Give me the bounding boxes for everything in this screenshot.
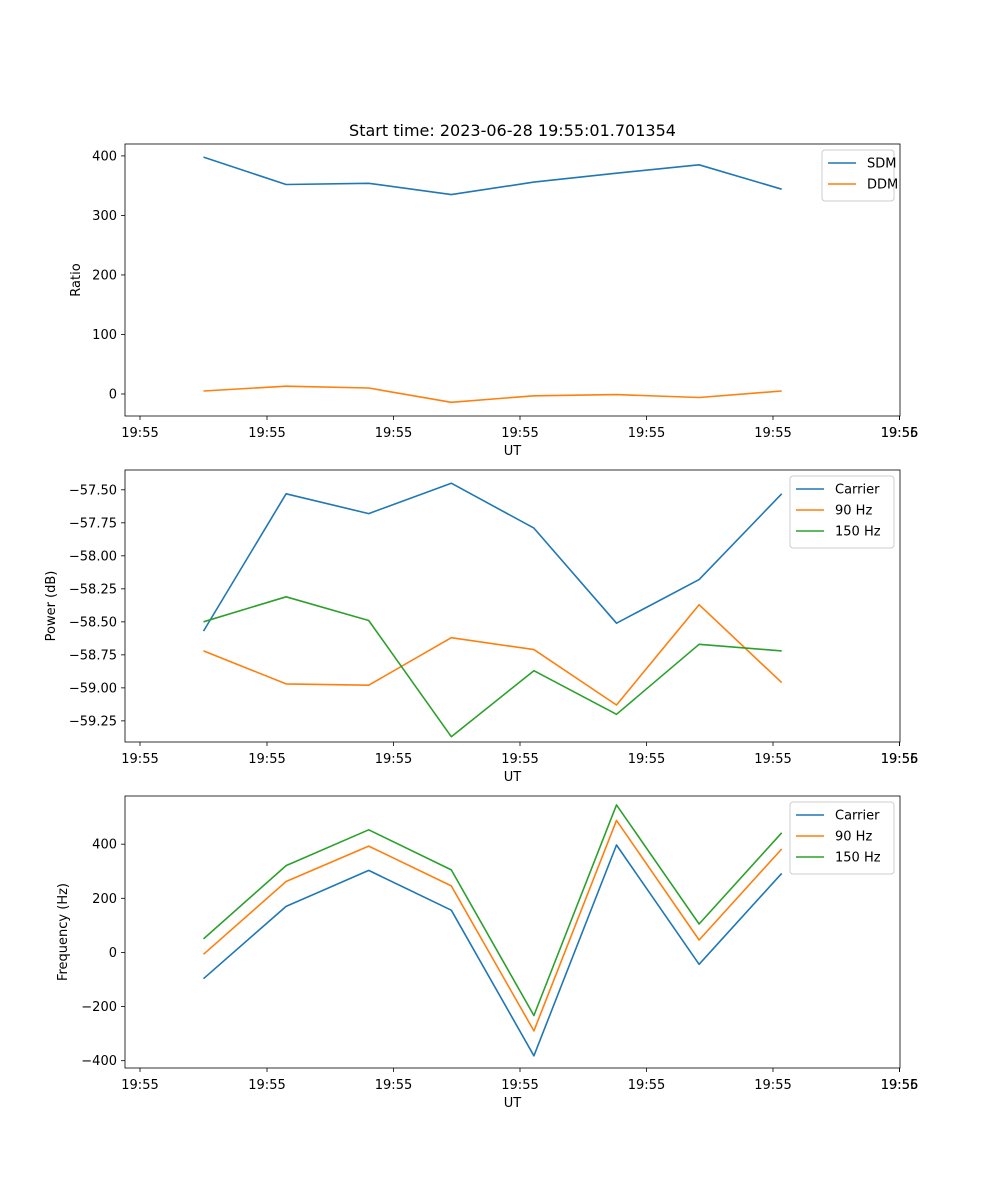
axes-frame — [124, 469, 901, 743]
y-tick-label: 400 — [92, 838, 117, 853]
x-tick-label: 19:55 — [248, 752, 285, 767]
y-tick-label: −59.00 — [69, 681, 117, 696]
x-axis-label: UT — [504, 1096, 522, 1111]
y-tick-label: 300 — [92, 209, 117, 224]
x-tick-label: 19:55 — [248, 426, 285, 441]
series-line-sdm — [203, 156, 782, 196]
y-tick-label: −59.25 — [69, 714, 117, 729]
axes-frame — [124, 143, 901, 417]
y-tick-label: 0 — [109, 387, 117, 402]
x-tick-label: 19:55 — [375, 752, 412, 767]
series-line-150-hz — [202, 804, 783, 1017]
x-tick-label: 19:55 — [121, 1078, 158, 1093]
x-tick-label: 19:55 — [375, 426, 412, 441]
chart-2: 19:55 19:55 19:55 19:55 19:55 19:55 19:5519:56… — [44, 469, 918, 785]
x-tick-label: 19:55 — [881, 426, 918, 441]
series-line-carrier — [202, 844, 783, 1057]
x-tick-label: 19:55 — [754, 752, 791, 767]
y-tick-label: −58.50 — [69, 615, 117, 630]
x-axis-label: UT — [504, 444, 522, 459]
series-line-90-hz — [203, 603, 783, 706]
x-tick-label: 19:55 — [121, 426, 158, 441]
legend-label: Carrier — [835, 809, 880, 824]
legend-box — [789, 801, 895, 875]
x-tick-label: 19:55 — [501, 1078, 538, 1093]
y-axis-label: Frequency (Hz) — [56, 883, 71, 981]
y-tick-label: −400 — [81, 1054, 117, 1069]
y-tick-label: −58.75 — [69, 648, 117, 663]
series-line-90-hz — [202, 819, 783, 1032]
y-tick-label: 200 — [92, 268, 117, 283]
x-axis-label: UT — [504, 770, 522, 785]
chart-1: 19:55 19:55 19:55 19:55 19:55 19:55 19:5519:56… — [69, 143, 918, 459]
y-tick-label: −58.00 — [69, 549, 117, 564]
x-tick-label: 19:55 — [501, 752, 538, 767]
legend-label: 90 Hz — [835, 830, 872, 845]
axes-frame — [124, 795, 901, 1069]
x-tick-label: 19:55 — [375, 1078, 412, 1093]
x-tick-label: 19:55 — [501, 426, 538, 441]
x-tick-label: 19:55 — [628, 426, 665, 441]
figure-title: Start time: 2023-06-28 19:55:01.701354 — [349, 121, 676, 140]
y-axis-label: Ratio — [69, 263, 84, 296]
y-tick-label: 400 — [92, 149, 117, 164]
legend-label: 90 Hz — [835, 504, 872, 519]
series-line-150-hz — [203, 595, 782, 738]
legend-label: Carrier — [835, 483, 880, 498]
x-tick-label: 19:55 — [628, 752, 665, 767]
series-line-carrier — [202, 482, 783, 632]
legend: SDM DDM — [821, 149, 898, 202]
x-tick-label: 19:55 — [881, 1078, 918, 1093]
plots-group: 19:55 19:55 19:55 19:55 19:55 19:55 19:5519:56… — [44, 143, 918, 1111]
x-tick-label: 19:55 — [248, 1078, 285, 1093]
legend: Carrier 90 Hz 150 Hz — [789, 475, 895, 549]
y-tick-label: −57.75 — [69, 516, 117, 531]
x-tick-label: 19:56 — [881, 752, 918, 767]
legend: Carrier 90 Hz 150 Hz — [789, 801, 895, 875]
y-tick-label: 0 — [109, 946, 117, 961]
legend-label: DDM — [867, 178, 898, 193]
legend-label: 150 Hz — [835, 851, 881, 866]
y-tick-label: 200 — [92, 892, 117, 907]
y-tick-label: −200 — [81, 1000, 117, 1015]
x-tick-label: 19:56 — [881, 426, 918, 441]
x-tick-label: 19:55 — [121, 752, 158, 767]
series-line-ddm — [203, 385, 782, 404]
x-tick-label: 19:55 — [628, 1078, 665, 1093]
legend-label: 150 Hz — [835, 525, 881, 540]
chart-3: 19:55 19:55 19:55 19:55 19:55 19:55 19:5519:56… — [56, 795, 918, 1111]
legend-box — [789, 475, 895, 549]
x-tick-label: 19:55 — [754, 1078, 791, 1093]
x-tick-label: 19:55 — [754, 426, 791, 441]
y-axis-label: Power (dB) — [44, 571, 59, 642]
x-tick-label: 19:56 — [881, 1078, 918, 1093]
y-tick-label: −57.50 — [69, 483, 117, 498]
x-tick-label: 19:55 — [881, 752, 918, 767]
y-tick-label: 100 — [92, 328, 117, 343]
y-tick-label: −58.25 — [69, 582, 117, 597]
legend-label: SDM — [867, 157, 896, 172]
